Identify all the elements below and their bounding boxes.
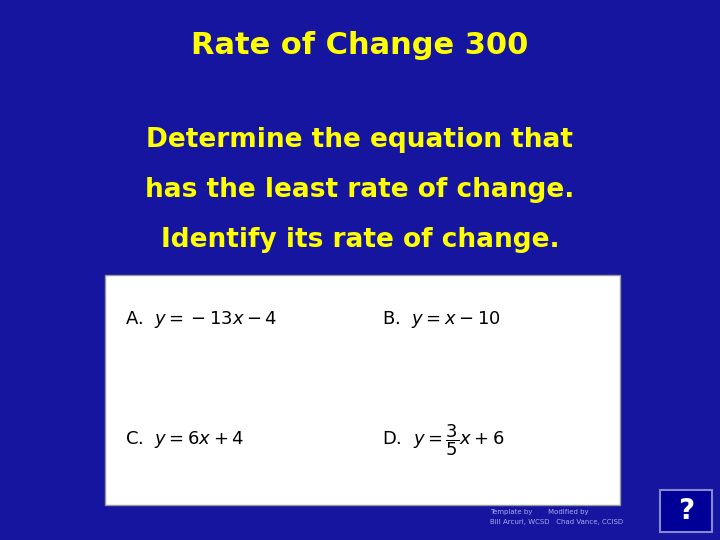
Text: ?: ? [678,497,694,525]
Text: C.  $y = 6x + 4$: C. $y = 6x + 4$ [125,429,244,450]
FancyBboxPatch shape [105,275,620,505]
Text: Determine the equation that: Determine the equation that [146,127,574,153]
Text: Bill Arcuri, WCSD   Chad Vance, CCISD: Bill Arcuri, WCSD Chad Vance, CCISD [490,519,623,525]
Text: Template by       Modified by: Template by Modified by [490,509,589,515]
Text: Rate of Change 300: Rate of Change 300 [192,30,528,59]
FancyBboxPatch shape [660,490,712,532]
Text: D.  $y = \dfrac{3}{5}x + 6$: D. $y = \dfrac{3}{5}x + 6$ [382,422,505,458]
Text: B.  $y = x - 10$: B. $y = x - 10$ [382,309,500,330]
Text: A.  $y = -13x - 4$: A. $y = -13x - 4$ [125,309,277,330]
Text: has the least rate of change.: has the least rate of change. [145,177,575,203]
Text: Identify its rate of change.: Identify its rate of change. [161,227,559,253]
